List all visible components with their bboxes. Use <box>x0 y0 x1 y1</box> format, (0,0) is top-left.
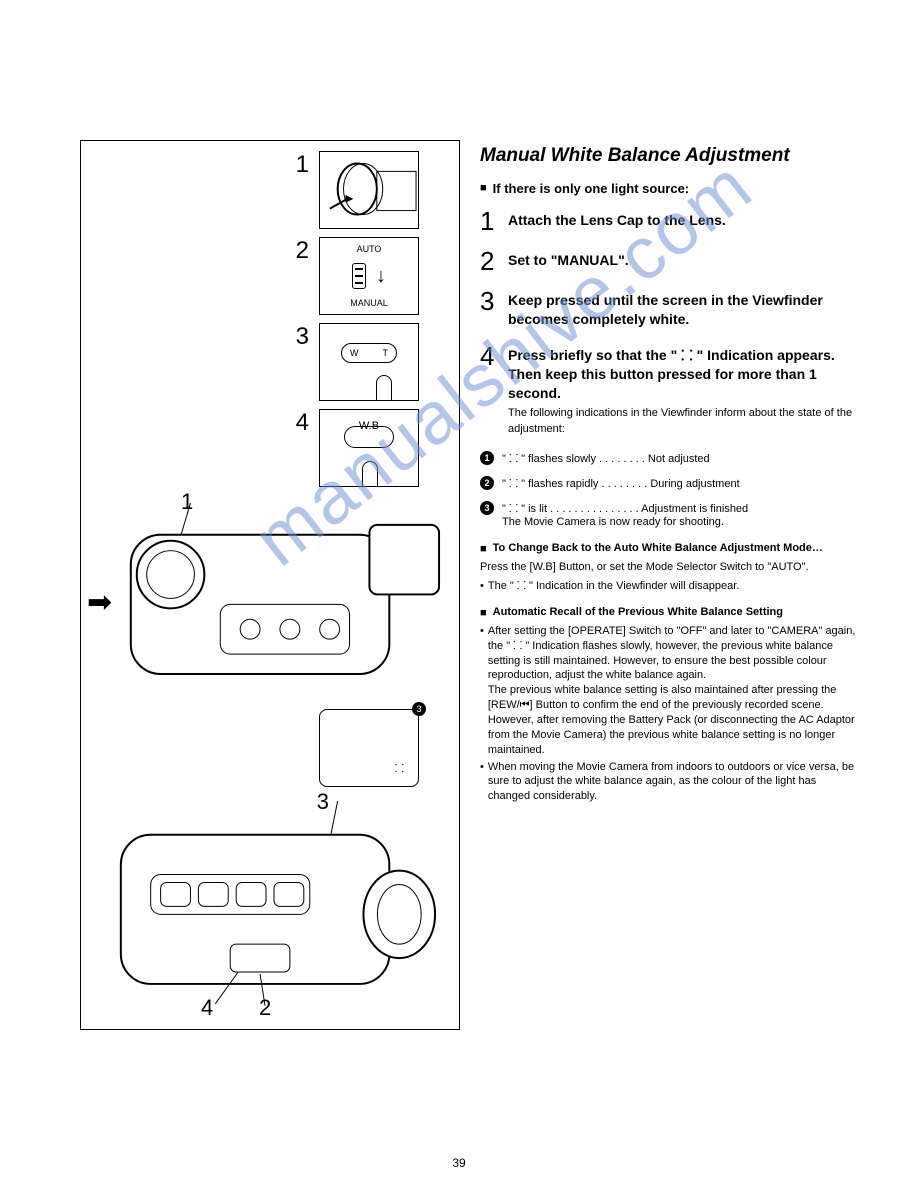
step-4-subtext: The following indications in the Viewfin… <box>508 406 860 437</box>
lens-cap-icon <box>320 151 418 229</box>
illustration-panel: 1 2 AUTO ↓ MANUAL <box>80 140 460 1030</box>
recall-title-row: ■ Automatic Recall of the Previous White… <box>480 606 860 620</box>
thumb-1-row: 1 <box>91 151 449 229</box>
recall-bullet2-row: • When moving the Movie Camera from indo… <box>480 760 860 805</box>
page-title: Manual White Balance Adjustment <box>480 145 860 167</box>
thumb-4-wb: W.B <box>319 409 419 487</box>
intro-text: If there is only one light source: <box>493 181 689 196</box>
thumb-4-row: 4 W.B <box>91 409 449 487</box>
thumb-4-number: 4 <box>296 409 309 437</box>
switch-label-manual: MANUAL <box>350 298 388 308</box>
indicator-1: 1 " ⸬ " flashes slowly . . . . . . . . N… <box>480 451 860 466</box>
step-4-number: 4 <box>480 343 498 369</box>
circled-3-icon: 3 <box>480 501 494 515</box>
intro-bullet: ■ If there is only one light source: <box>480 181 860 196</box>
recall-bullet1-row: • After setting the [OPERATE] Switch to … <box>480 624 860 758</box>
step-2: 2 Set to "MANUAL". <box>480 248 860 274</box>
thumb-3-zoom: W T <box>319 323 419 401</box>
indicator-3-text: " ⸬ " is lit . . . . . . . . . . . . . .… <box>502 501 748 528</box>
thumb-2-switch: AUTO ↓ MANUAL <box>319 237 419 315</box>
step-2-text: Set to "MANUAL". <box>508 248 629 270</box>
camera-illustration-bottom: 3 4 2 <box>91 795 449 1019</box>
step-1-text: Attach the Lens Cap to the Lens. <box>508 208 726 230</box>
thumb-3-number: 3 <box>296 323 309 351</box>
finger-icon <box>376 375 392 401</box>
step-4-text: Press briefly so that the " ⸬ " Indicati… <box>508 343 860 403</box>
manual-page: 1 2 AUTO ↓ MANUAL <box>0 0 918 1050</box>
recall-title: Automatic Recall of the Previous White B… <box>493 606 783 620</box>
badge-3: 3 <box>412 702 426 716</box>
callout-2: 2 <box>259 995 271 1021</box>
thumb-1-number: 1 <box>296 151 309 179</box>
zoom-t-label: T <box>383 348 389 358</box>
step-2-number: 2 <box>480 248 498 274</box>
change-mode-title: To Change Back to the Auto White Balance… <box>493 542 823 556</box>
dot-bullet-icon: • <box>480 760 484 805</box>
circled-1-icon: 1 <box>480 451 494 465</box>
indicator-3: 3 " ⸬ " is lit . . . . . . . . . . . . .… <box>480 501 860 528</box>
switch-label-auto: AUTO <box>357 244 382 254</box>
camcorder-top-icon <box>91 495 449 694</box>
recall-bullet1: After setting the [OPERATE] Switch to "O… <box>488 624 860 758</box>
recall-bullet2: When moving the Movie Camera from indoor… <box>488 760 860 805</box>
step-3-text: Keep pressed until the screen in the Vie… <box>508 288 860 329</box>
viewfinder-screen: 3 ⸬ <box>319 709 419 787</box>
indicator-1-text: " ⸬ " flashes slowly . . . . . . . . Not… <box>502 451 710 466</box>
change-mode-title-row: ■ To Change Back to the Auto White Balan… <box>480 542 860 556</box>
callout-4: 4 <box>201 995 213 1021</box>
step-1: 1 Attach the Lens Cap to the Lens. <box>480 208 860 234</box>
change-mode-body2-row: • The " ⸬ " Indication in the Viewfinder… <box>480 579 860 594</box>
thumb-2-number: 2 <box>296 237 309 265</box>
camcorder-bottom-icon <box>91 795 449 1014</box>
mode-switch-icon <box>352 263 366 289</box>
arrow-down-icon: ↓ <box>376 265 386 288</box>
thumb-1-lens-cap <box>319 151 419 229</box>
step-3-number: 3 <box>480 288 498 314</box>
indicator-2: 2 " ⸬ " flashes rapidly . . . . . . . . … <box>480 476 860 491</box>
zoom-w-label: W <box>350 348 359 358</box>
circled-2-icon: 2 <box>480 476 494 490</box>
wb-button-icon <box>344 426 394 448</box>
instruction-text: Manual White Balance Adjustment ■ If the… <box>480 140 860 1030</box>
arrow-right-icon: ➡ <box>87 585 112 620</box>
wb-indicator-icon: ⸬ <box>395 761 404 776</box>
indicator-2-text: " ⸬ " flashes rapidly . . . . . . . . Du… <box>502 476 740 491</box>
callout-1: 1 <box>181 489 193 515</box>
callout-3: 3 <box>317 789 329 815</box>
step-1-number: 1 <box>480 208 498 234</box>
step-4: 4 Press briefly so that the " ⸬ " Indica… <box>480 343 860 437</box>
indicator-list: 1 " ⸬ " flashes slowly . . . . . . . . N… <box>480 451 860 528</box>
square-bullet-icon: ■ <box>480 181 487 195</box>
thumb-3-row: 3 W T <box>91 323 449 401</box>
page-number: 39 <box>452 1156 465 1170</box>
camera-illustration-top: 1 ➡ <box>91 495 449 699</box>
change-mode-body1: Press the [W.B] Button, or set the Mode … <box>480 560 860 575</box>
dot-bullet-icon: • <box>480 579 484 594</box>
step-3: 3 Keep pressed until the screen in the V… <box>480 288 860 329</box>
dot-bullet-icon: • <box>480 624 484 758</box>
change-mode-body2: The " ⸬ " Indication in the Viewfinder w… <box>488 579 740 594</box>
finger-icon <box>362 461 378 487</box>
thumb-2-row: 2 AUTO ↓ MANUAL <box>91 237 449 315</box>
square-bullet-icon: ■ <box>480 542 487 556</box>
square-bullet-icon: ■ <box>480 606 487 620</box>
